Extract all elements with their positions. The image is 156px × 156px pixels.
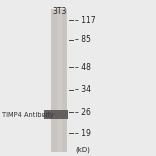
Text: 3T3: 3T3 [52, 7, 66, 16]
Text: – 26: – 26 [75, 108, 91, 117]
Bar [51, 9, 67, 152]
Text: – 85: – 85 [75, 35, 91, 44]
Text: (kD): (kD) [76, 146, 90, 153]
Text: – 48: – 48 [75, 63, 91, 72]
Text: – 117: – 117 [75, 16, 95, 25]
Text: – 34: – 34 [75, 85, 91, 94]
Text: – 19: – 19 [75, 129, 91, 138]
Bar [44, 110, 68, 119]
Text: TIMP4 Antibody: TIMP4 Antibody [2, 112, 53, 118]
Bar [56, 9, 62, 152]
